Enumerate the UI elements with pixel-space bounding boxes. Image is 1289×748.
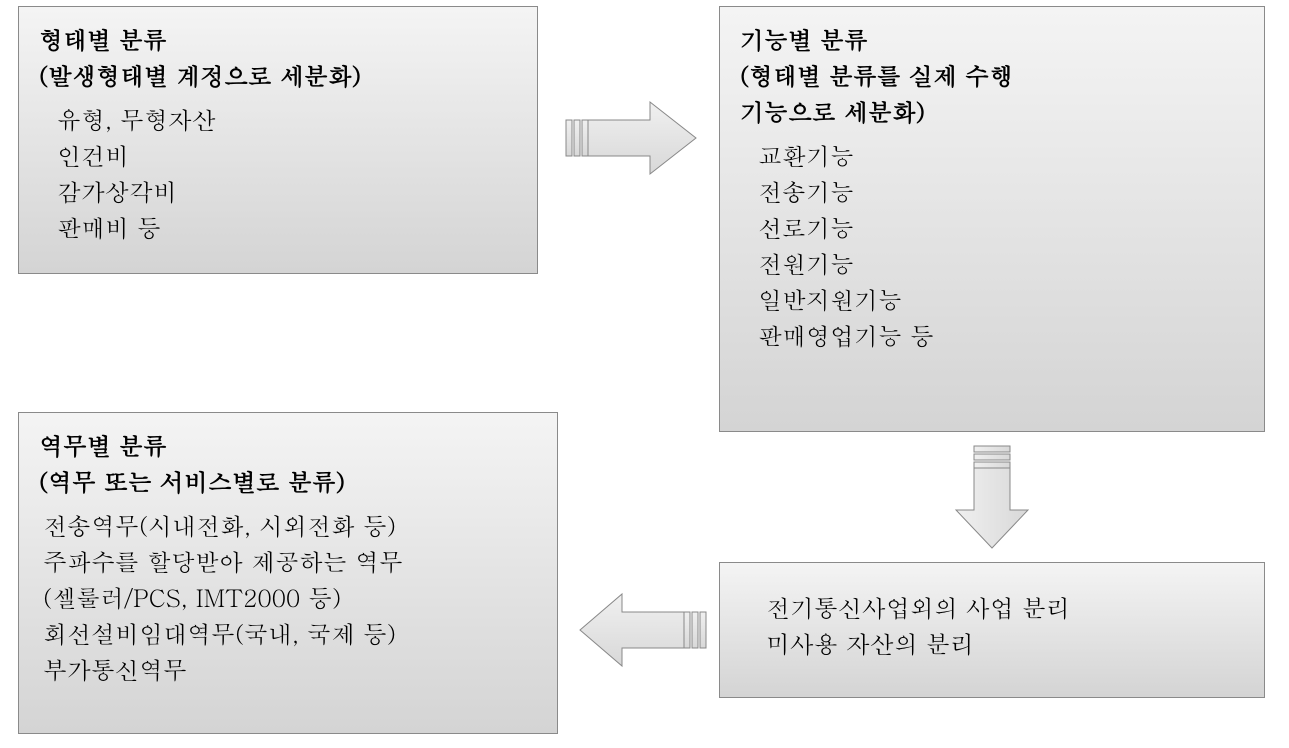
box-function-classification: 기능별 분류 (형태별 분류를 실제 수행 기능으로 세분화) 교환기능 전송기… bbox=[719, 6, 1265, 432]
box-item: 전기통신사업외의 사업 분리 bbox=[766, 589, 1244, 625]
box-items: 교환기능 전송기능 선로기능 전원기능 일반지원기능 판매영업기능 등 bbox=[740, 137, 1244, 353]
box-separation: 전기통신사업외의 사업 분리 미사용 자산의 분리 bbox=[719, 562, 1265, 698]
box-item: (셀룰러/PCS, IMT2000 등) bbox=[43, 579, 537, 615]
box-item: 교환기능 bbox=[758, 137, 1244, 173]
box-items: 유형, 무형자산 인건비 감가상각비 판매비 등 bbox=[39, 101, 517, 245]
box-items: 전기통신사업외의 사업 분리 미사용 자산의 분리 bbox=[740, 589, 1244, 661]
box-title: 형태별 분류 (발생형태별 계정으로 세분화) bbox=[39, 21, 517, 93]
arrow-left-icon bbox=[576, 588, 708, 677]
box-item: 전송기능 bbox=[758, 173, 1244, 209]
box-type-classification: 형태별 분류 (발생형태별 계정으로 세분화) 유형, 무형자산 인건비 감가상… bbox=[18, 6, 538, 274]
box-item: 유형, 무형자산 bbox=[57, 101, 517, 137]
box-items: 전송역무(시내전화, 시외전화 등) 주파수를 할당받아 제공하는 역무 (셀룰… bbox=[39, 507, 537, 687]
arrow-down-icon bbox=[950, 444, 1034, 557]
box-item: 감가상각비 bbox=[57, 173, 517, 209]
box-title: 역무별 분류 (역무 또는 서비스별로 분류) bbox=[39, 427, 537, 499]
box-title: 기능별 분류 (형태별 분류를 실제 수행 기능으로 세분화) bbox=[740, 21, 1244, 129]
box-item: 일반지원기능 bbox=[758, 281, 1244, 317]
box-item: 주파수를 할당받아 제공하는 역무 bbox=[43, 543, 537, 579]
box-item: 회선설비임대역무(국내, 국제 등) bbox=[43, 615, 537, 651]
box-item: 인건비 bbox=[57, 137, 517, 173]
box-item: 미사용 자산의 분리 bbox=[766, 625, 1244, 661]
box-item: 판매비 등 bbox=[57, 209, 517, 245]
box-service-classification: 역무별 분류 (역무 또는 서비스별로 분류) 전송역무(시내전화, 시외전화 … bbox=[18, 412, 558, 734]
arrow-right-icon bbox=[564, 96, 700, 185]
box-item: 선로기능 bbox=[758, 209, 1244, 245]
box-item: 전송역무(시내전화, 시외전화 등) bbox=[43, 507, 537, 543]
box-item: 전원기능 bbox=[758, 245, 1244, 281]
box-item: 부가통신역무 bbox=[43, 651, 537, 687]
box-item: 판매영업기능 등 bbox=[758, 317, 1244, 353]
